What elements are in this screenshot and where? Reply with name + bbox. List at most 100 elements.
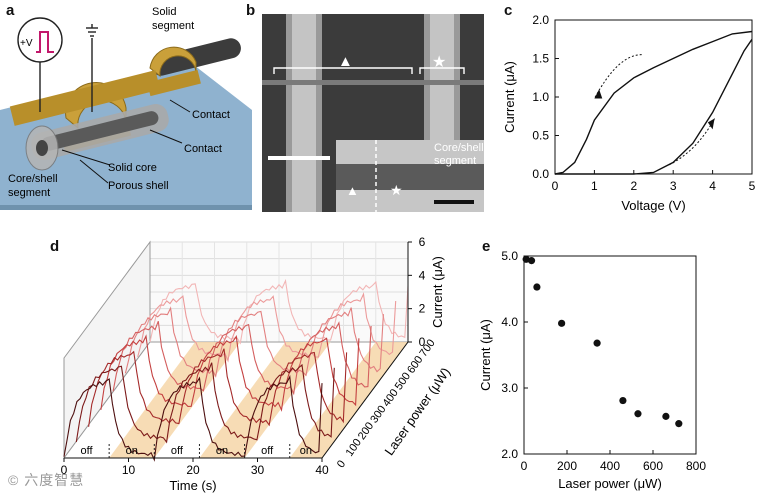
x-tick-label: 5 [749, 179, 756, 193]
panel-c-label: c [504, 2, 513, 19]
data-point [593, 339, 601, 347]
trace-600uW [137, 292, 397, 363]
trace-300uW [100, 334, 360, 412]
core-shell-segment-label-l1: Core/shell [8, 173, 58, 185]
laser-state-label: off [171, 445, 184, 457]
data-point [558, 319, 566, 327]
data-point [522, 255, 530, 263]
trace-100uW [75, 362, 335, 444]
x-tick-label: 20 [186, 463, 200, 477]
y-tick-label: 2 [419, 302, 426, 316]
x-tick-label: 600 [643, 459, 663, 473]
z-tick-label: 600 [405, 354, 425, 376]
laser-state-label: off [81, 445, 94, 457]
porous-shell-label: Porous shell [108, 180, 169, 192]
solid-segment-label: Solid segment [152, 6, 194, 32]
forward-arrowhead [707, 118, 715, 130]
trace-700uW [149, 278, 409, 345]
sem-triangle-marker: ▲ [338, 53, 353, 70]
x-tick-label: 200 [557, 459, 577, 473]
contact-bottom-label: Contact [184, 143, 222, 155]
sem-image: ▲ ★ ▲ ★ Core/shell segment [262, 14, 484, 212]
trace-0uW [63, 374, 323, 462]
data-point [527, 257, 536, 265]
x-tick-label: 3 [670, 179, 677, 193]
voltage-label: +V [20, 38, 33, 49]
panel-d-label: d [50, 238, 60, 255]
laser-state-label: on [300, 445, 312, 457]
3d-photoresponse-chart: off on off on off on 0 10 20 30 40 Time (s) 0 2 4 6 Curr… [61, 236, 454, 493]
z-tick-label: 500 [393, 370, 413, 392]
trace-500uW [124, 306, 384, 378]
inset-star-marker: ★ [390, 182, 403, 198]
x-tick-label: 0 [552, 179, 559, 193]
solid-core-label: Solid core [108, 162, 157, 174]
y-tick-label: 0 [419, 335, 426, 349]
x-axis-label: Time (s) [169, 478, 216, 493]
x-tick-label: 0 [61, 463, 68, 477]
plot-frame [523, 255, 697, 455]
y-tick-label: 1.5 [532, 52, 549, 66]
panel-b-label: b [246, 2, 256, 19]
reverse-sweep-arrow [593, 54, 642, 99]
y-tick-label: 1.0 [532, 90, 549, 104]
inset-triangle-marker: ▲ [346, 183, 359, 198]
z-tick-label: 100 [344, 437, 364, 459]
z-tick-label: 400 [381, 387, 401, 409]
x-tick-label: 2 [630, 179, 637, 193]
x-tick-label: 40 [315, 463, 329, 477]
z-axis [321, 341, 409, 459]
iv-curve-reverse [554, 30, 753, 175]
z-tick-label: 300 [368, 404, 388, 426]
panel-a-label: a [6, 2, 15, 19]
watermark: © 六度智慧 [8, 472, 85, 488]
iv-hysteresis-chart: 0 1 2 3 4 5 0.0 0.5 1.0 1.5 2.0 Voltage (V) Current … [502, 13, 756, 213]
inset-label: Core/shell segment [434, 142, 484, 167]
x-tick-label: 0 [521, 459, 528, 473]
trace-200uW [88, 348, 348, 427]
panel-e-label: e [482, 238, 491, 255]
y-axis-label: Current (μA) [502, 61, 517, 133]
plot-frame [554, 19, 753, 175]
laser-state-label: off [261, 445, 274, 457]
data-point [533, 283, 541, 291]
y-tick-label: 0.5 [532, 129, 549, 143]
y-tick-label: 2.0 [532, 13, 549, 27]
data-point [634, 410, 642, 418]
x-tick-label: 1 [591, 179, 598, 193]
data-point [675, 420, 683, 428]
core-shell-segment-label-l2: segment [8, 187, 50, 199]
x-tick-label: 400 [600, 459, 620, 473]
x-tick-label: 800 [686, 459, 706, 473]
contact-right-label: Contact [192, 109, 230, 121]
z-axis-label: Laser power (μW) [381, 365, 453, 458]
iv-curve-forward [555, 38, 753, 175]
z-tick-label: 0 [335, 458, 348, 470]
current-vs-laser-power-chart: 0 200 400 600 800 2.0 3.0 4.0 5.0 Laser power (μW… [478, 249, 706, 491]
y-tick-label: 2.0 [501, 447, 518, 461]
sem-micrograph [262, 14, 484, 212]
device-schematic: +V Solid segment Contact Contact Solid co… [0, 6, 252, 210]
forward-sweep-arrow [669, 118, 716, 166]
z-tick-label: 200 [356, 420, 376, 442]
laser-state-label: on [126, 445, 138, 457]
y-tick-label: 0.0 [532, 167, 549, 181]
y-tick-label: 5.0 [501, 249, 518, 263]
y-tick-label: 3.0 [501, 381, 518, 395]
data-point [619, 396, 627, 405]
y-tick-label: 6 [419, 236, 426, 249]
x-tick-label: 30 [251, 463, 265, 477]
y-tick-label: 4.0 [501, 315, 518, 329]
y-axis-label: Current (μA) [478, 319, 493, 391]
trace-400uW [112, 321, 372, 396]
x-tick-label: 4 [709, 179, 716, 193]
laser-state-label: on [216, 445, 228, 457]
data-point [662, 412, 670, 420]
x-axis-label: Laser power (μW) [558, 476, 662, 491]
sem-star-marker: ★ [432, 54, 447, 71]
x-axis-label: Voltage (V) [621, 198, 685, 213]
y-axis-label: Current (μA) [430, 256, 445, 328]
y-tick-label: 4 [419, 268, 426, 282]
reverse-arrowhead [594, 89, 603, 99]
x-tick-label: 10 [122, 463, 136, 477]
